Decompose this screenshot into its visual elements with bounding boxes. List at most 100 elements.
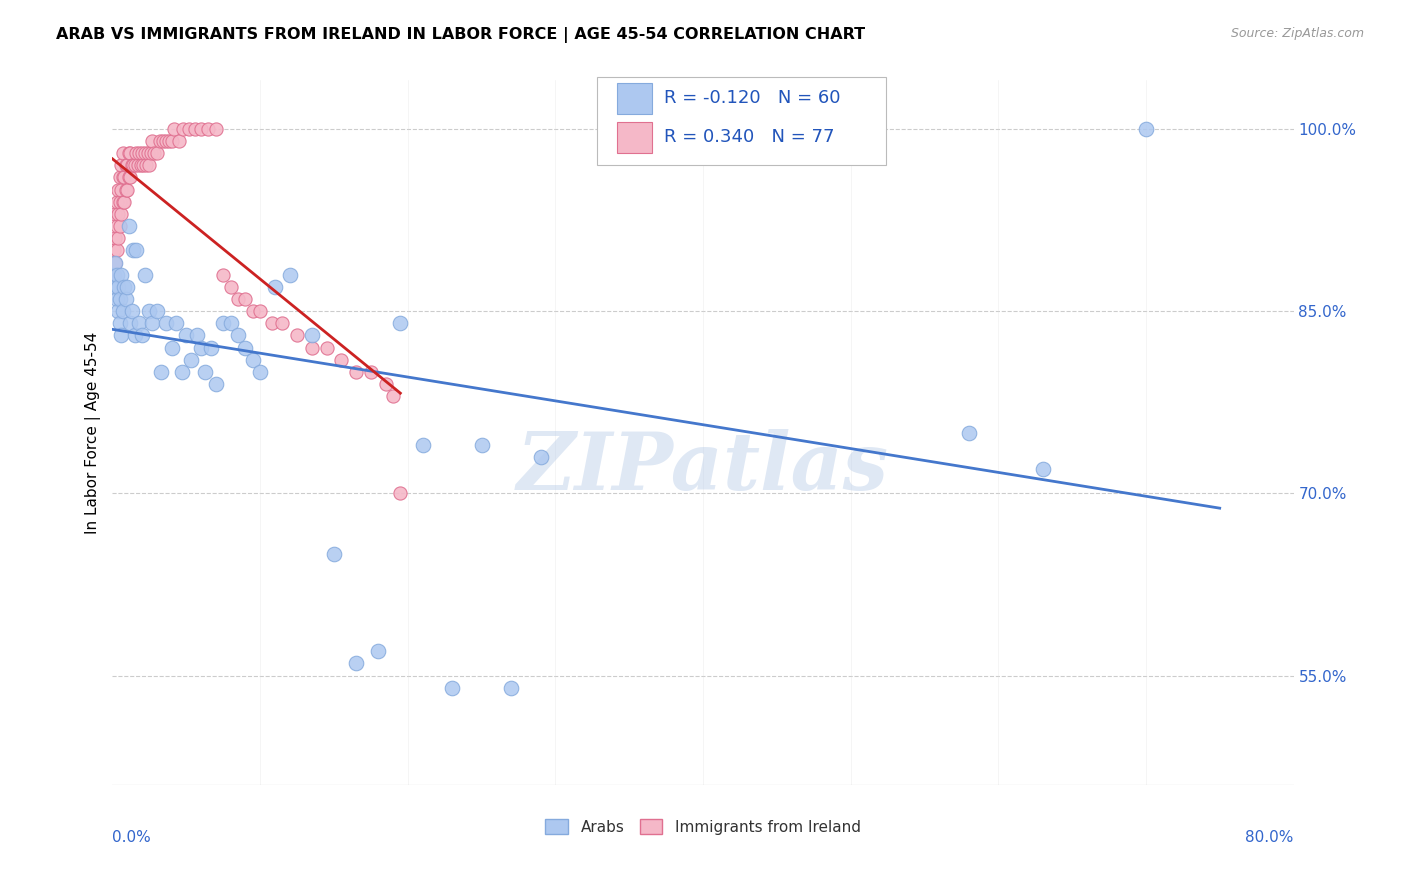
Point bbox=[107, 304, 129, 318]
Bar bbox=[617, 121, 652, 153]
Point bbox=[118, 170, 141, 185]
Point bbox=[382, 389, 405, 403]
Point bbox=[117, 183, 138, 197]
Point bbox=[105, 244, 128, 258]
Point bbox=[200, 341, 222, 355]
Point bbox=[212, 268, 235, 282]
Point bbox=[242, 352, 264, 367]
Point bbox=[135, 158, 157, 172]
Point bbox=[155, 134, 177, 148]
Point bbox=[142, 146, 165, 161]
Point bbox=[108, 219, 131, 233]
Point bbox=[104, 207, 127, 221]
Point bbox=[501, 681, 523, 695]
Point bbox=[122, 244, 145, 258]
Point bbox=[152, 134, 174, 148]
FancyBboxPatch shape bbox=[596, 77, 886, 165]
Point bbox=[155, 316, 177, 330]
Point bbox=[249, 304, 271, 318]
Point bbox=[957, 425, 980, 440]
Point bbox=[111, 304, 134, 318]
Point bbox=[125, 244, 148, 258]
Point bbox=[104, 255, 127, 269]
Point bbox=[108, 194, 131, 209]
Point bbox=[233, 292, 256, 306]
Y-axis label: In Labor Force | Age 45-54: In Labor Force | Age 45-54 bbox=[86, 332, 101, 533]
Point bbox=[470, 438, 494, 452]
Point bbox=[1135, 121, 1157, 136]
Point bbox=[112, 194, 135, 209]
Point bbox=[114, 183, 136, 197]
Point bbox=[149, 134, 172, 148]
Point bbox=[139, 146, 162, 161]
Point bbox=[205, 121, 228, 136]
Point bbox=[103, 268, 125, 282]
Point bbox=[174, 328, 197, 343]
Point bbox=[121, 304, 143, 318]
Point bbox=[121, 158, 143, 172]
Point bbox=[172, 121, 194, 136]
Point bbox=[107, 280, 129, 294]
Point bbox=[110, 158, 132, 172]
Point bbox=[233, 341, 256, 355]
Point bbox=[122, 158, 145, 172]
Point bbox=[441, 681, 464, 695]
Point bbox=[226, 292, 249, 306]
Point bbox=[190, 121, 212, 136]
Point bbox=[125, 146, 148, 161]
Point bbox=[141, 316, 163, 330]
Point bbox=[111, 170, 134, 185]
Point bbox=[157, 134, 180, 148]
Point bbox=[219, 280, 242, 294]
Point bbox=[117, 158, 138, 172]
Point bbox=[104, 231, 127, 245]
Point bbox=[249, 365, 271, 379]
Point bbox=[120, 170, 142, 185]
Point bbox=[117, 280, 138, 294]
Point bbox=[146, 304, 169, 318]
Point bbox=[146, 146, 169, 161]
Point bbox=[163, 121, 186, 136]
Point bbox=[105, 194, 128, 209]
Point bbox=[179, 121, 201, 136]
Point bbox=[118, 219, 141, 233]
Point bbox=[108, 170, 131, 185]
Point bbox=[301, 328, 323, 343]
Point bbox=[112, 170, 135, 185]
Point bbox=[529, 450, 551, 464]
Point bbox=[242, 304, 264, 318]
Point bbox=[134, 268, 156, 282]
Point bbox=[111, 194, 134, 209]
Point bbox=[197, 121, 219, 136]
Point bbox=[110, 328, 132, 343]
Point bbox=[114, 292, 136, 306]
Point bbox=[107, 207, 129, 221]
Point bbox=[131, 328, 153, 343]
Point bbox=[184, 121, 207, 136]
Point bbox=[128, 316, 150, 330]
Point bbox=[110, 183, 132, 197]
Point bbox=[138, 304, 160, 318]
Point bbox=[107, 231, 129, 245]
Point bbox=[1032, 462, 1054, 476]
Bar bbox=[617, 83, 652, 114]
Point bbox=[260, 316, 283, 330]
Point bbox=[141, 134, 163, 148]
Point bbox=[104, 255, 127, 269]
Legend: Arabs, Immigrants from Ireland: Arabs, Immigrants from Ireland bbox=[538, 813, 868, 841]
Point bbox=[389, 316, 412, 330]
Point bbox=[344, 657, 367, 671]
Point bbox=[120, 146, 142, 161]
Point bbox=[160, 134, 183, 148]
Point bbox=[389, 486, 412, 500]
Point bbox=[110, 268, 132, 282]
Point bbox=[118, 146, 141, 161]
Point bbox=[167, 134, 190, 148]
Point bbox=[107, 183, 129, 197]
Point bbox=[301, 341, 323, 355]
Point bbox=[105, 219, 128, 233]
Point bbox=[114, 158, 136, 172]
Point bbox=[165, 316, 187, 330]
Point bbox=[136, 146, 159, 161]
Text: ZIPatlas: ZIPatlas bbox=[517, 429, 889, 507]
